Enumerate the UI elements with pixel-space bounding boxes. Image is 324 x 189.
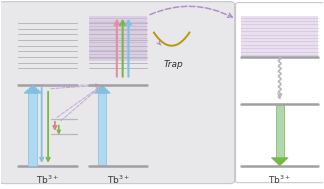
Text: Tb$^{3+}$: Tb$^{3+}$	[36, 174, 59, 186]
Text: Tb$^{3+}$: Tb$^{3+}$	[268, 174, 291, 186]
Polygon shape	[272, 158, 288, 166]
Text: Tb$^{3+}$: Tb$^{3+}$	[107, 174, 130, 186]
Polygon shape	[241, 16, 318, 57]
Polygon shape	[98, 93, 106, 166]
Polygon shape	[94, 85, 110, 93]
Text: Trap: Trap	[163, 60, 183, 69]
Polygon shape	[24, 85, 42, 93]
Polygon shape	[275, 104, 284, 158]
FancyBboxPatch shape	[236, 3, 324, 183]
Polygon shape	[89, 16, 147, 61]
Polygon shape	[29, 93, 38, 166]
FancyBboxPatch shape	[0, 2, 235, 184]
